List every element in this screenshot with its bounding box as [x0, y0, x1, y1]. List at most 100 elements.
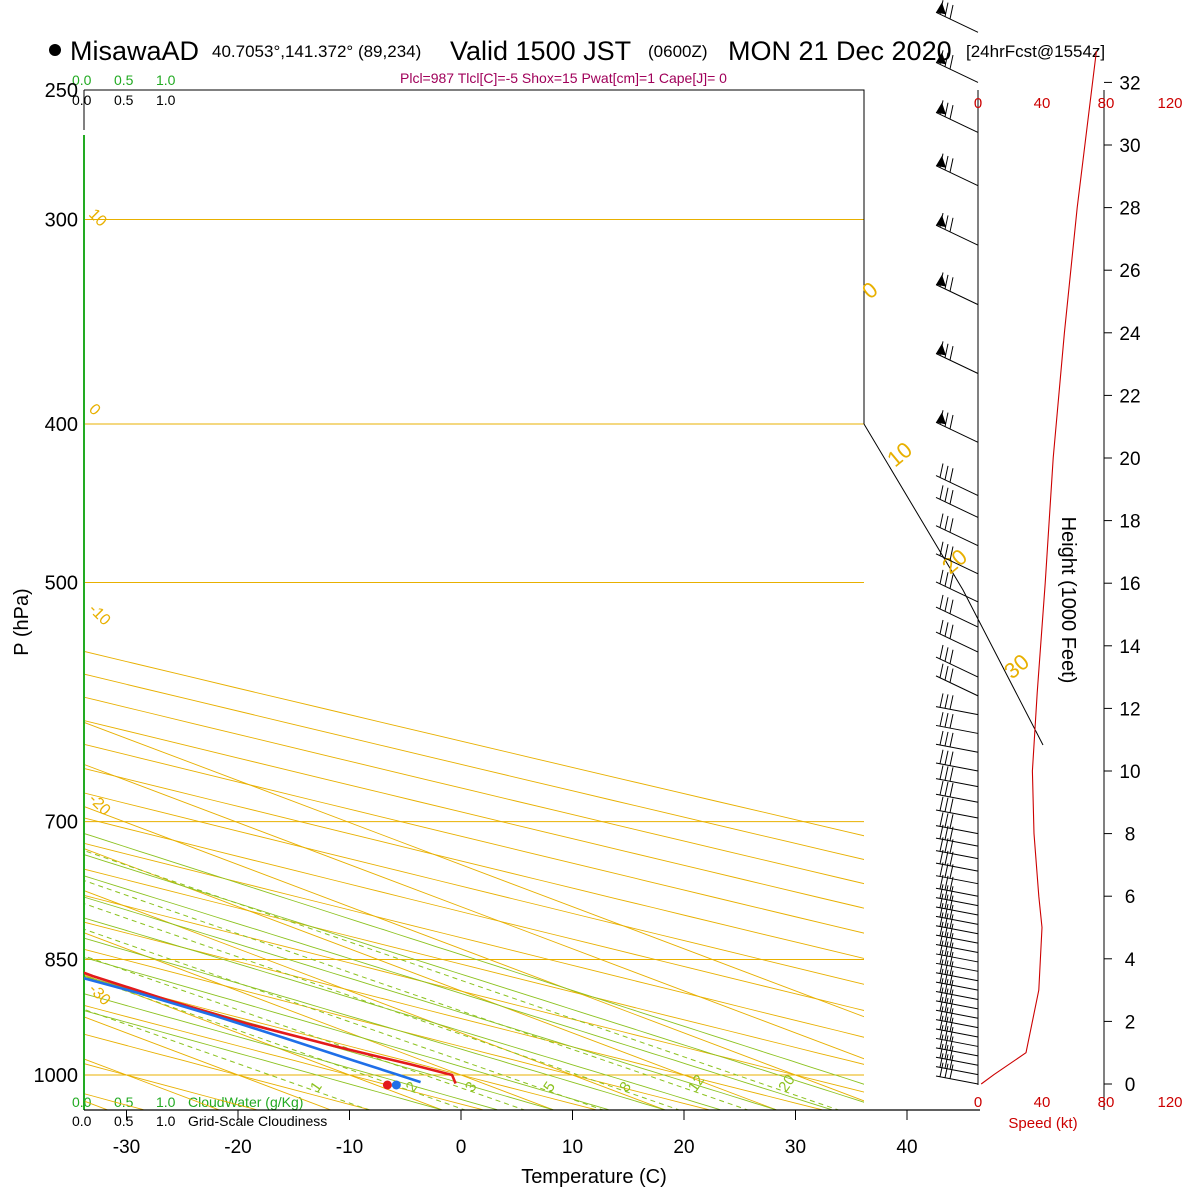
barb-feather	[949, 1045, 954, 1060]
wind-barb	[935, 0, 979, 33]
wind-barb	[935, 1043, 979, 1066]
barb-feather	[939, 996, 944, 1012]
barb-feather	[949, 961, 954, 976]
height-tick-label: 20	[1119, 449, 1140, 470]
mixing-ratio-label: 12	[685, 1072, 708, 1095]
barb-feather	[944, 766, 949, 781]
moist-adiabat-line	[84, 1010, 442, 1110]
wind-barb	[935, 272, 979, 306]
pressure-tick-label: 1000	[34, 1065, 79, 1087]
wind-panel	[935, 0, 1097, 1085]
x-axis-title: Temperature (C)	[521, 1166, 667, 1188]
barb-feather	[939, 1006, 944, 1021]
barb-feather	[939, 1034, 944, 1049]
dry-adiabat-line	[84, 817, 864, 1011]
wind-barb	[935, 903, 979, 925]
dry-adiabat-line	[84, 650, 864, 837]
height-tick-label: 30	[1119, 136, 1140, 157]
cloud-scale-bottom-black-0: 0.0	[72, 1113, 92, 1129]
barb-feather	[944, 487, 949, 502]
isotherm-line	[0, 90, 10, 1115]
barb-feather	[949, 574, 954, 589]
barb-feather	[939, 50, 944, 65]
isotherm-line	[84, 721, 864, 1018]
barb-feather	[944, 515, 949, 531]
speed-tick-label-top: 40	[1034, 95, 1051, 112]
barb-feather	[949, 886, 954, 901]
moist-adiabat-line	[84, 896, 777, 1110]
wind-barb	[935, 978, 979, 1000]
wind-barb	[935, 1006, 979, 1029]
barb-feather	[939, 765, 944, 780]
height-tick-label: 18	[1119, 512, 1140, 533]
barb-feather	[949, 277, 954, 292]
barb-feather	[949, 346, 954, 361]
station-marker-icon	[49, 44, 61, 56]
wind-barb	[935, 50, 979, 83]
barb-feather	[944, 465, 949, 480]
temperature-trace	[84, 971, 457, 1084]
wind-barb	[935, 153, 979, 187]
barb-feather	[949, 1036, 954, 1051]
barb-feather	[944, 922, 949, 937]
adiabat-label: 30	[999, 649, 1034, 684]
barb-staff	[935, 656, 979, 678]
surface-dewpoint-point	[391, 1080, 401, 1090]
barb-staff	[935, 353, 979, 374]
height-tick-label: 10	[1119, 762, 1140, 783]
cloud-scale-top-green-2: 1.0	[156, 72, 176, 88]
barb-feather	[944, 1035, 949, 1050]
barb-feather	[944, 543, 949, 559]
barb-feather	[939, 812, 944, 827]
x-tick-label: 10	[562, 1137, 583, 1158]
wind-barb	[935, 921, 979, 944]
barb-feather	[949, 989, 954, 1004]
barb-feather	[949, 518, 954, 533]
cloud-scale-bottom-green-2: 1.0	[156, 1094, 176, 1110]
barb-feather	[949, 814, 954, 829]
cloud-scale-top-green-1: 0.5	[114, 72, 134, 88]
barb-feather	[949, 217, 954, 232]
dry-adiabat-line	[84, 720, 864, 909]
height-tick-label: 32	[1119, 73, 1140, 94]
moist-adiabat-line	[84, 833, 864, 1085]
barb-staff	[935, 981, 979, 991]
barb-feather	[944, 750, 949, 765]
barb-feather	[949, 624, 954, 639]
cloud-scale-bottom-green-1: 0.5	[114, 1094, 134, 1110]
barb-staff	[935, 606, 979, 628]
dry-adiabat-line	[84, 673, 864, 860]
barb-feather	[939, 749, 944, 764]
cloud-scale-bottom-black-2: 1.0	[156, 1113, 176, 1129]
dry-adiabat-line	[84, 696, 864, 885]
barb-feather	[939, 940, 944, 955]
barb-feather	[949, 951, 954, 967]
sounding-traces	[84, 971, 457, 1090]
dry-adiabat-line	[84, 792, 864, 985]
barb-feather	[944, 960, 949, 975]
barb-staff	[935, 631, 979, 653]
dry-adiabat-line	[84, 948, 709, 1110]
barb-feather	[949, 1008, 954, 1023]
valid-zulu: (0600Z)	[648, 42, 708, 61]
barb-staff	[935, 778, 979, 788]
barb-staff	[935, 706, 979, 716]
barb-feather	[949, 668, 954, 683]
wind-barb	[935, 765, 979, 788]
barb-feather	[949, 414, 954, 430]
barb-feather	[939, 463, 944, 478]
height-tick-label: 2	[1125, 1012, 1136, 1033]
y-axis-title: P (hPa)	[11, 588, 33, 655]
barb-staff	[935, 862, 979, 872]
barb-feather	[944, 666, 949, 681]
barb-feather	[949, 490, 954, 505]
barb-feather	[944, 215, 949, 230]
barb-feather	[939, 903, 944, 918]
pressure-tick-label: 300	[45, 210, 78, 232]
barb-feather	[939, 594, 944, 610]
wind-barb	[935, 693, 979, 716]
wind-barb	[935, 663, 979, 697]
barb-feather	[939, 796, 944, 811]
barb-staff	[935, 850, 979, 860]
wind-barb	[935, 812, 979, 835]
